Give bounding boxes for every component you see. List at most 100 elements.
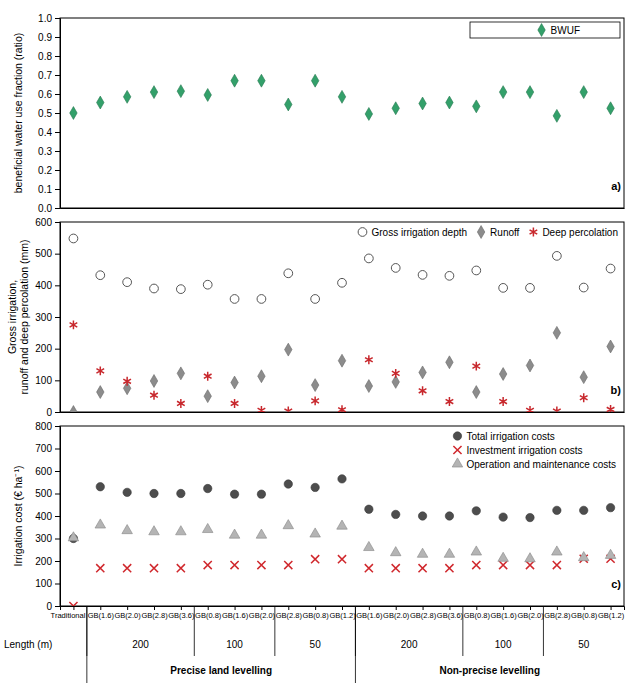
y-tick-mark [55, 94, 60, 95]
y-tick: 300 [35, 312, 60, 323]
x-tick-label: GB(2.0) [115, 611, 142, 620]
point [446, 397, 454, 406]
x-tick: GB(1.6) [222, 606, 249, 620]
point [553, 109, 560, 122]
x-tick-label: GB(2.0) [249, 611, 276, 620]
point [70, 320, 78, 329]
x-tick: GB(2.0) [249, 606, 276, 620]
point [311, 483, 319, 491]
y-tick: 0.7 [38, 70, 60, 81]
x-tick: GB(2.8) [141, 606, 168, 620]
point [150, 375, 157, 388]
y-tick-label: 0.6 [38, 89, 52, 100]
point [472, 266, 481, 275]
point [204, 561, 212, 569]
y-tick: 0 [46, 407, 60, 418]
point [284, 561, 292, 569]
group-label: 50 [578, 639, 590, 650]
y-tick-mark [55, 18, 60, 19]
legend-label: BWUF [551, 25, 580, 36]
point [177, 489, 185, 497]
y-tick-label: 0.5 [38, 108, 52, 119]
y-axis: 0100200300400500600 [35, 217, 60, 418]
point [202, 523, 213, 532]
point [390, 547, 401, 556]
point [150, 284, 159, 293]
y-tick: 400 [35, 511, 60, 522]
point [311, 396, 319, 405]
point [419, 386, 427, 395]
y-tick-mark [55, 170, 60, 171]
x-axis-line [61, 208, 625, 209]
x-tick-label: GB(2.0) [517, 611, 544, 620]
y-tick-label: 0.8 [38, 51, 52, 62]
group-separator [543, 606, 544, 656]
point [123, 488, 131, 496]
x-tick-label: GB(2.0) [383, 611, 410, 620]
point [176, 285, 185, 294]
point [256, 529, 267, 538]
y-axis-line [55, 427, 61, 607]
point [526, 406, 534, 412]
legend-item: Gross irrigation depth [358, 227, 467, 238]
point [445, 564, 453, 572]
point [338, 278, 347, 287]
group-label: 200 [401, 639, 418, 650]
point [96, 564, 104, 572]
x-axis-line [61, 412, 625, 413]
point [365, 108, 372, 121]
point [123, 278, 132, 287]
y-tick-mark [55, 37, 60, 38]
point [391, 264, 400, 273]
point [553, 326, 560, 339]
x-tick: GB(2.8) [276, 606, 303, 620]
x-tick-label: GB(3.6) [437, 611, 464, 620]
point [231, 376, 238, 389]
x-tick-mark [396, 606, 397, 610]
y-tick: 0.3 [38, 146, 60, 157]
x-tick: GB(3.6) [437, 606, 464, 620]
x-tick: GB(2.0) [517, 606, 544, 620]
y-tick-mark [55, 132, 60, 133]
x-tick: GB(0.8) [195, 606, 222, 620]
x-tick-mark [261, 606, 262, 610]
x-tick-label: GB(1.2) [329, 611, 356, 620]
point [526, 513, 534, 521]
point [149, 526, 160, 535]
x-tick: GB(3.6) [168, 606, 195, 620]
point [499, 513, 507, 521]
point [150, 564, 158, 572]
x-tick-label: GB(0.8) [195, 611, 222, 620]
x-tick-mark [449, 606, 450, 610]
y-tick-label: 1.0 [38, 13, 52, 24]
y-tick: 0.0 [38, 203, 60, 214]
y-axis-title: beneficial water use fraction (ratio) [12, 33, 24, 194]
point [526, 359, 533, 372]
point [338, 90, 345, 103]
x-tick-mark [127, 606, 128, 610]
point [177, 399, 185, 408]
y-tick-mark [55, 380, 60, 381]
point [176, 526, 187, 535]
point [606, 503, 614, 511]
x-tick-label: GB(1.6) [88, 611, 115, 620]
panel-2: 0100200300400500600700800TraditionalGB(1… [12, 421, 625, 621]
y-tick-label: 0.1 [38, 184, 52, 195]
point [553, 407, 561, 412]
y-tick: 500 [35, 248, 60, 259]
point [204, 484, 212, 492]
y-tick-label: 600 [35, 217, 52, 228]
y-tick: 0.2 [38, 165, 60, 176]
point [552, 546, 563, 555]
point [365, 505, 373, 513]
legend: Total irrigation costsInvestment irrigat… [452, 431, 616, 470]
y-tick-label: 0.7 [38, 70, 52, 81]
point [471, 546, 482, 555]
point [445, 512, 453, 520]
point [311, 555, 319, 563]
y-tick-label: 600 [35, 466, 52, 477]
legend-item: Operation and maintenance costs [452, 458, 616, 470]
y-tick-label: 700 [35, 443, 52, 454]
x-tick: GB(1.6) [356, 606, 383, 620]
point [123, 564, 131, 572]
